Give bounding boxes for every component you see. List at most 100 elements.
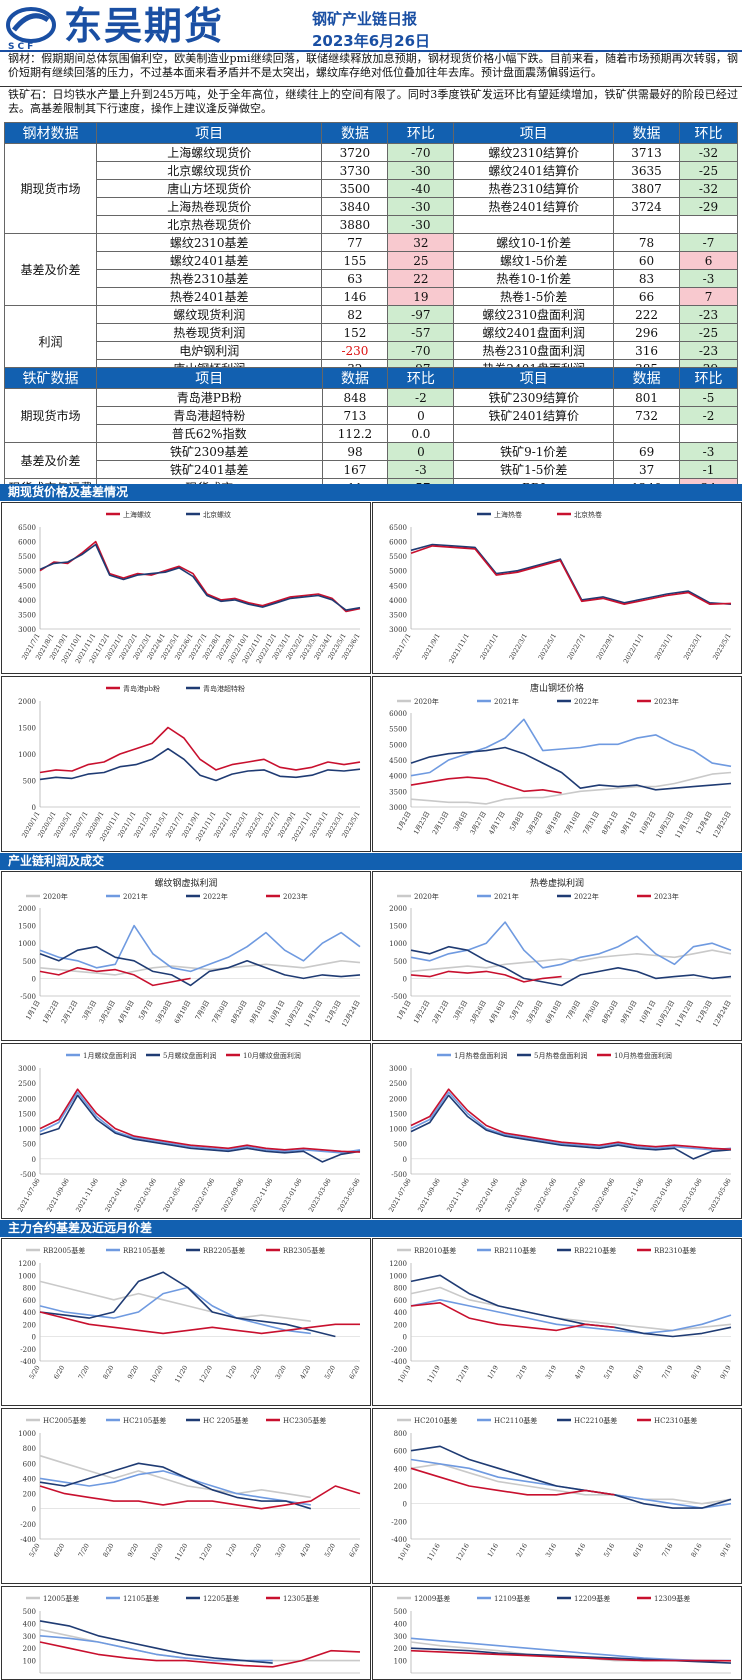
x-tick-label: 12月3日 (323, 999, 343, 1025)
x-tick-label: 3/20 (274, 1364, 288, 1381)
column-header: 项目 (453, 367, 615, 389)
legend-label: HC2010基差 (414, 1416, 457, 1425)
y-tick-label: -200 (391, 1346, 407, 1354)
column-header: 环比 (679, 367, 738, 389)
legend-label: 10月螺纹盘面利润 (243, 1051, 301, 1060)
y-tick-label: 1000 (389, 1272, 407, 1280)
x-tick-label: 8月20日 (600, 999, 620, 1025)
item-change: 22 (387, 269, 455, 288)
y-tick-label: 3500 (389, 788, 407, 796)
y-tick-label: 6500 (18, 524, 36, 532)
x-tick-label: 10月1日 (638, 999, 658, 1025)
item-name: 螺纹1-5价差 (453, 251, 615, 270)
item-change: -3 (679, 269, 738, 288)
x-tick-label: 11月12日 (302, 999, 324, 1029)
item-value: 713 (321, 406, 389, 425)
y-tick-label: -500 (20, 1171, 36, 1179)
row-category: 期现货市场 (4, 143, 97, 234)
x-tick-label: 2023/3/1 (682, 632, 704, 661)
y-tick-label: -400 (20, 1536, 36, 1544)
x-tick-label: 4月16日 (116, 999, 136, 1025)
y-tick-label: 4000 (18, 597, 36, 605)
legend-label: HC2110基差 (494, 1416, 537, 1425)
y-tick-label: 4500 (389, 582, 407, 590)
x-tick-label: 10/16 (396, 1542, 412, 1562)
x-tick-label: 2022-07-06 (562, 1177, 588, 1213)
y-tick-label: 1000 (389, 1126, 407, 1134)
item-value: 66 (613, 287, 681, 306)
item-value: 3720 (321, 143, 389, 162)
legend-label: RB2010基差 (414, 1246, 456, 1255)
item-name: 上海热卷现货价 (95, 197, 323, 216)
x-tick-label: 2023-03-06 (678, 1177, 704, 1213)
ore-data-table: 铁矿数据 项目 数据 环比 项目 数据 环比 期现货市场 青岛港PB粉 848 -2 铁矿2309结算… (4, 367, 738, 497)
x-tick-label: 2/16 (515, 1542, 529, 1559)
table-row: 热卷2401基差 146 19 热卷1-5价差 66 7 (5, 287, 738, 306)
y-tick-label: 3500 (389, 611, 407, 619)
y-tick-label: 200 (23, 1491, 36, 1499)
x-tick-label: 10/19 (396, 1364, 412, 1384)
x-tick-label: 2022/7/1 (566, 632, 588, 661)
x-tick-label: 3月5日 (452, 999, 470, 1021)
x-tick-label: 2022/5/1 (537, 632, 559, 661)
item-change: 32 (387, 233, 455, 252)
item-name: 螺纹2401盘面利润 (453, 323, 615, 342)
y-tick-label: 400 (394, 1620, 407, 1628)
item-change: -23 (679, 305, 738, 324)
report-date: 2023年6月26日 (312, 32, 431, 50)
legend-label: 5月热卷盘面利润 (534, 1051, 587, 1060)
item-name: 螺纹2401基差 (95, 251, 323, 270)
x-tick-label: 2021-11-06 (445, 1177, 471, 1213)
x-tick-label: 5月7日 (508, 999, 526, 1021)
item-change: 0.0 (387, 424, 455, 443)
x-tick-label: 6/20 (52, 1542, 66, 1559)
item-change: 0 (387, 442, 455, 461)
x-tick-label: 1月1日 (24, 999, 42, 1021)
x-tick-label: 10月1日 (267, 999, 287, 1025)
item-value: 152 (321, 323, 389, 342)
series-line (410, 1649, 732, 1662)
chart-title: 唐山钢坯价格 (530, 682, 584, 694)
x-tick-label: 1月23日 (412, 810, 432, 836)
logo-text: 东吴期货 (64, 4, 225, 48)
x-tick-label: 2022/1/1 (478, 632, 500, 661)
series-line (410, 1445, 732, 1509)
table-row: 唐山方坯现货价 3500 -40 热卷2310结算价 3807 -32 (5, 179, 738, 198)
legend-label: 12309基差 (654, 1594, 690, 1603)
series-line (410, 945, 732, 987)
item-value: 3713 (613, 143, 681, 162)
line-chart: 1月热卷盘面利润 5月热卷盘面利润 10月热卷盘面利润 3000 2500 2000 150… (387, 1051, 733, 1213)
series-line (39, 1271, 336, 1338)
item-name: 热卷2401基差 (95, 287, 323, 306)
x-tick-label: 2021-07-06 (16, 1177, 42, 1213)
line-chart: 上海螺纹 北京螺纹 6500 6000 5500 5000 4500 4000 3500 3000… (18, 510, 362, 665)
x-tick-label: 7/20 (77, 1542, 91, 1559)
item-value (613, 424, 681, 443)
chart-panel: HC2010基差 HC2110基差 HC2210基差 HC2310基差 800 600 40… (372, 1408, 742, 1584)
item-change: -2 (387, 388, 455, 407)
legend-label: 2021年 (123, 892, 148, 901)
y-tick-label: 6000 (389, 710, 407, 718)
legend-label: 2023年 (654, 697, 679, 706)
x-tick-label: 2022-07-06 (191, 1177, 217, 1213)
x-tick-label: 2021/9/1 (420, 632, 442, 661)
steel-data-table: 钢材数据 项目 数据 环比 项目 数据 环比 期现货市场 上海螺纹现货价 3720 -70 螺纹231… (4, 122, 738, 378)
chart-title: 螺纹钢虚拟利润 (154, 877, 217, 889)
y-tick-label: 3000 (389, 804, 407, 812)
x-tick-label: 9/16 (718, 1542, 732, 1559)
item-name: 北京螺纹现货价 (95, 161, 323, 180)
item-change: -5 (679, 388, 738, 407)
table-row: 利润 螺纹现货利润 82 -97 螺纹2310盘面利润 222 -23 (4, 305, 738, 378)
item-name: 上海螺纹现货价 (95, 143, 323, 162)
y-tick-label: 2000 (389, 1095, 407, 1103)
legend-label: 2023年 (283, 892, 308, 901)
item-value: 3807 (613, 179, 681, 198)
y-tick-label: 1200 (18, 1260, 36, 1268)
series-line (410, 1088, 732, 1151)
series-line (39, 1620, 273, 1664)
line-chart: 12005基差 12105基差 12205基差 12305基差 500 400 300 200… (23, 1594, 361, 1674)
x-tick-label: 10/20 (149, 1364, 165, 1384)
item-value: 801 (613, 388, 681, 407)
item-name: 铁矿1-5价差 (453, 460, 615, 479)
chart-panel: 青岛港pb粉 青岛港超特粉 2000 1500 1000 500 0 2020/1/1 2020… (1, 676, 371, 852)
